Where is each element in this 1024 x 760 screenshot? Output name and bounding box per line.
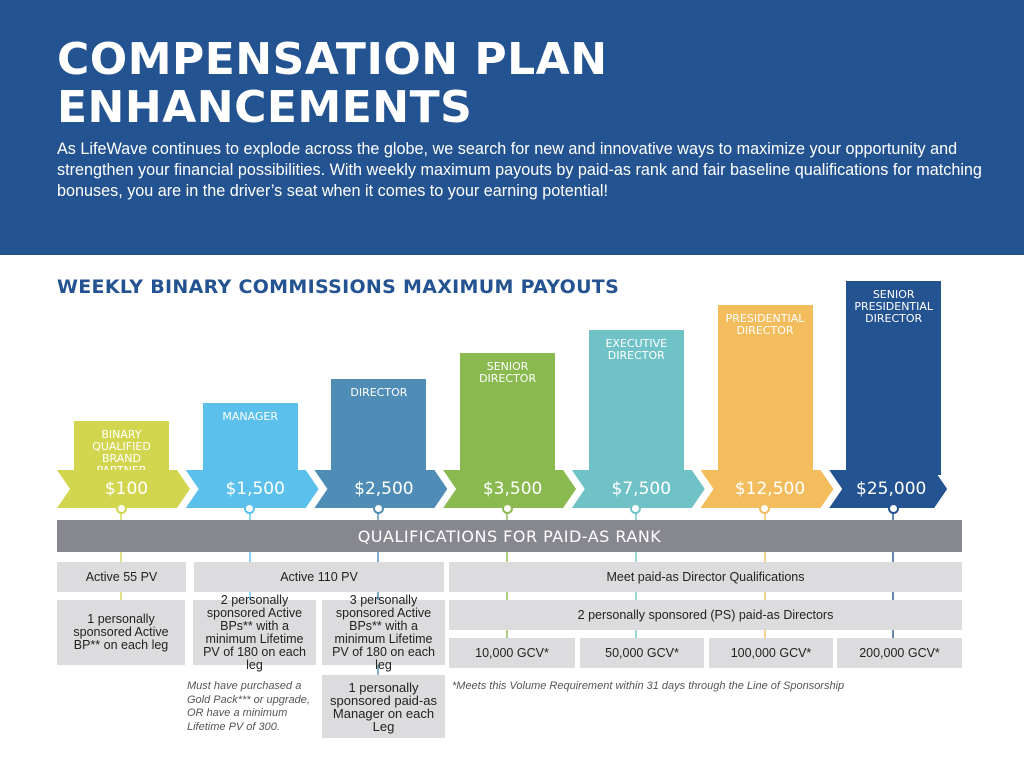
manager-note: Must have purchased a Gold Pack*** or up…: [187, 680, 310, 733]
rank-box: EXECUTIVE DIRECTOR: [588, 330, 684, 475]
payout-arrow: $25,000: [829, 470, 948, 508]
rank-box: SENIOR DIRECTOR: [460, 353, 556, 475]
req-gcv: 100,000 GCV*: [709, 638, 833, 668]
req-meet-director: Meet paid-as Director Qualifications: [449, 562, 962, 592]
rank-dot-icon: [887, 503, 899, 514]
rank-dot-icon: [630, 503, 642, 514]
rank-dot-icon: [501, 503, 513, 514]
rank-box: PRESIDENTIAL DIRECTOR: [717, 305, 813, 475]
rank-box: MANAGER: [202, 403, 298, 475]
gcv-footnote: *Meets this Volume Requirement within 31…: [452, 680, 845, 692]
req-active-55: Active 55 PV: [57, 562, 186, 592]
rank-box: DIRECTOR: [331, 379, 427, 475]
rank-dot-icon: [244, 503, 256, 514]
title-line: COMPENSATION PLAN: [57, 34, 608, 85]
header-banner: COMPENSATION PLAN ENHANCEMENTS As LifeWav…: [0, 0, 1024, 255]
payout-arrow: $3,500: [443, 470, 577, 508]
req-director: 3 personally sponsored Active BPs** with…: [322, 593, 445, 671]
rank-dot-icon: [372, 503, 384, 514]
req-gcv: 50,000 GCV*: [580, 638, 704, 668]
payout-arrow: $2,500: [314, 470, 448, 508]
intro-paragraph: As LifeWave continues to explode across …: [57, 140, 982, 200]
rank-box: BINARY QUALIFIED BRAND PARTNER: [74, 421, 169, 477]
rank-dot-icon: [759, 503, 770, 514]
qualifications-bar: QUALIFICATIONS FOR PAID-AS RANK: [57, 520, 962, 552]
req-gcv: 10,000 GCV*: [449, 638, 575, 668]
rank-dot-icon: [115, 503, 127, 514]
req-bqbp: 1 personally sponsored Active BP** on ea…: [57, 600, 185, 665]
payout-arrow: $7,500: [571, 470, 705, 508]
payout-arrow: $12,500: [700, 470, 834, 508]
page-title: COMPENSATION PLAN ENHANCEMENTS: [57, 36, 608, 132]
req-manager: 2 personally sponsored Active BPs** with…: [193, 593, 316, 671]
payout-arrow: $1,500: [185, 470, 319, 508]
title-line: ENHANCEMENTS: [57, 82, 473, 133]
connector-line: [377, 512, 380, 677]
rank-box: SENIOR PRESIDENTIAL DIRECTOR: [846, 281, 942, 475]
req-gcv: 200,000 GCV*: [837, 638, 962, 668]
payout-arrow: $100: [57, 470, 190, 508]
req-active-110: Active 110 PV: [194, 562, 444, 592]
req-ps-directors: 2 personally sponsored (PS) paid-as Dire…: [449, 600, 962, 630]
req-director-manager: 1 personally sponsored paid-as Manager o…: [322, 675, 445, 738]
section-title: WEEKLY BINARY COMMISSIONS MAXIMUM PAYOUT…: [57, 276, 620, 298]
